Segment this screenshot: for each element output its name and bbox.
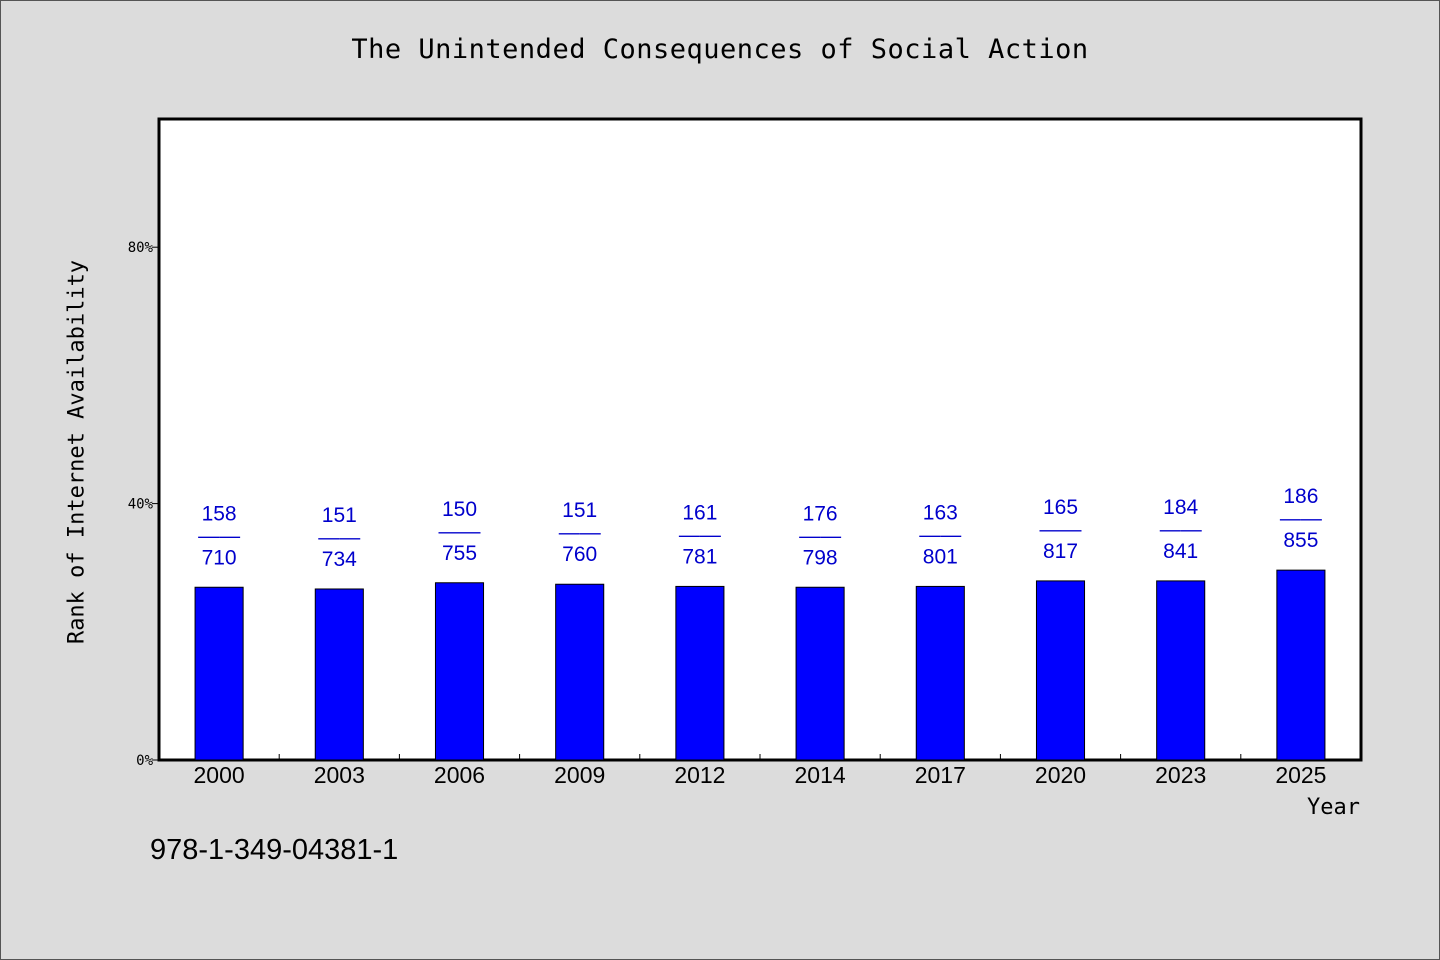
data-label-separator: ——: [198, 524, 240, 547]
data-labels-group: 710——158734——151755——150760——151781——161…: [198, 485, 1322, 571]
x-tick-label: 2017: [915, 762, 966, 788]
bar: [1156, 580, 1206, 761]
x-tick-label: 2014: [795, 762, 846, 788]
x-axis-label: Year: [1307, 795, 1360, 820]
data-label-top: 151: [562, 499, 597, 522]
data-label-top: 158: [202, 502, 237, 525]
y-ticks-group: 0% 40% 80%: [128, 240, 159, 769]
data-label-bottom: 798: [803, 546, 838, 569]
data-label-top: 176: [803, 502, 838, 525]
bar: [795, 586, 845, 761]
chart-title: The Unintended Consequences of Social Ac…: [351, 34, 1089, 65]
bar: [915, 585, 965, 761]
y-tick-label: 40%: [128, 497, 154, 513]
data-label-separator: ——: [439, 520, 481, 543]
data-label-bottom: 817: [1043, 540, 1078, 563]
data-label-bottom: 760: [562, 543, 597, 566]
x-tick-label: 2006: [434, 762, 485, 788]
data-label-bottom: 781: [682, 545, 717, 568]
data-label-top: 165: [1043, 496, 1078, 519]
bar: [194, 586, 244, 761]
x-tick-label: 2025: [1275, 762, 1326, 788]
x-tick-label: 2012: [674, 762, 725, 788]
data-label-separator: ——: [1160, 518, 1202, 541]
bar: [1035, 580, 1086, 761]
x-tick-label: 2003: [314, 762, 365, 788]
data-label-top: 150: [442, 498, 477, 521]
data-label-top: 161: [682, 501, 717, 524]
isbn-text: 978-1-349-04381-1: [150, 834, 399, 866]
data-label-separator: ——: [1040, 518, 1082, 541]
data-label-separator: ——: [799, 524, 841, 547]
data-label-top: 151: [322, 504, 357, 527]
y-tick-label: 80%: [128, 240, 154, 256]
data-label-separator: ——: [318, 526, 360, 549]
data-label-separator: ——: [919, 523, 961, 546]
bar: [675, 585, 725, 761]
data-label-separator: ——: [559, 521, 601, 544]
data-label-bottom: 841: [1163, 540, 1198, 563]
data-label-top: 184: [1163, 496, 1198, 519]
data-label-bottom: 801: [923, 545, 958, 568]
bars-group: [194, 569, 1326, 761]
x-tick-label: 2020: [1035, 762, 1086, 788]
x-ticks-group: 2000 2003 2006 2009 2012 2014 2017 2020 2023 2025: [194, 754, 1326, 788]
x-tick-label: 2023: [1155, 762, 1206, 788]
data-label-top: 163: [923, 501, 958, 524]
data-label-bottom: 755: [442, 542, 477, 565]
x-tick-label: 2000: [194, 762, 245, 788]
data-label-separator: ——: [1280, 507, 1322, 530]
data-label-bottom: 855: [1283, 529, 1318, 552]
bar: [314, 588, 364, 761]
data-label-top: 186: [1283, 485, 1318, 508]
bar: [434, 582, 485, 761]
bar: [555, 583, 605, 761]
data-label-bottom: 710: [202, 546, 237, 569]
data-label-separator: ——: [679, 523, 721, 546]
bar: [1276, 569, 1326, 761]
y-tick-label: 0%: [136, 753, 153, 769]
x-tick-label: 2009: [554, 762, 605, 788]
data-label-bottom: 734: [322, 548, 357, 571]
